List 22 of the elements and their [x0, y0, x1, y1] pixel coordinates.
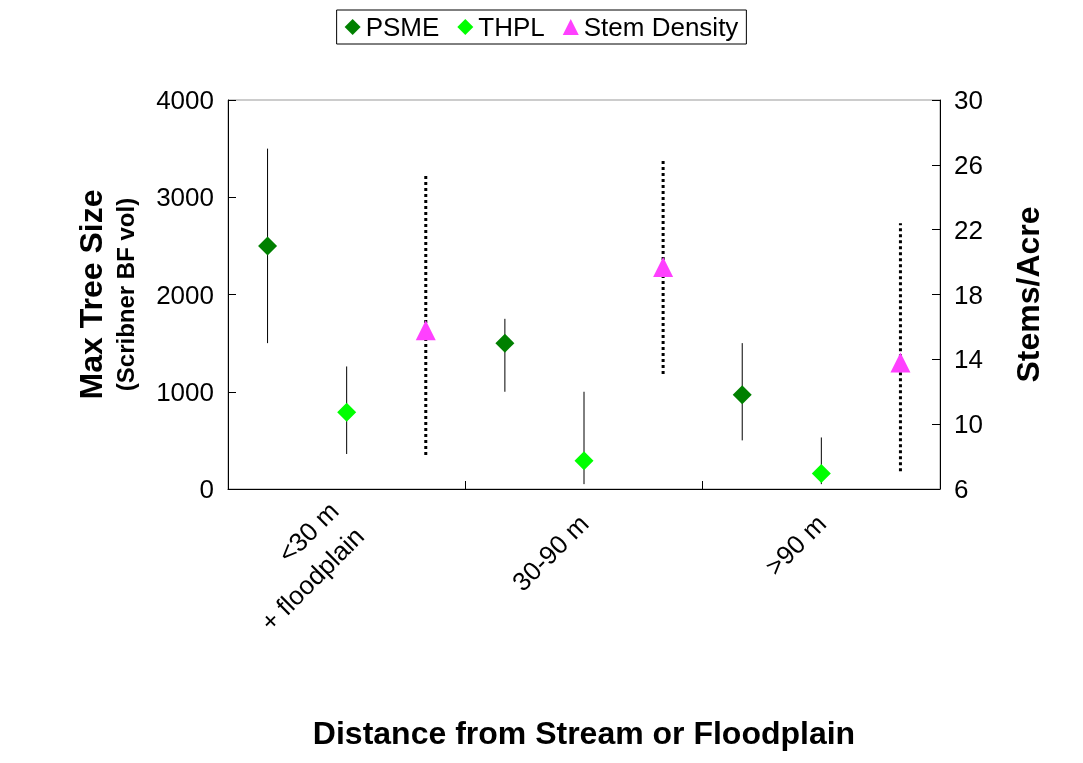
- x-tick-label: >90 m: [759, 508, 832, 582]
- y2-tick-label: 10: [954, 409, 983, 440]
- legend-label: PSME: [365, 12, 440, 42]
- y-tick-label: 4000: [156, 85, 214, 115]
- y-tick-label: 0: [199, 474, 214, 504]
- point: [653, 256, 674, 277]
- y2-axis-title: Stems/Acre: [1010, 206, 1046, 383]
- y-axis-title: Max Tree Size (Scribner BF vol): [73, 189, 139, 400]
- y2-tick-label: 14: [954, 344, 983, 375]
- x-axis-title: Distance from Stream or Floodplain: [312, 715, 856, 751]
- y-tick-label: 2000: [156, 279, 214, 310]
- y2-tick-label: 22: [954, 214, 983, 245]
- y-tick-label: 1000: [156, 376, 214, 407]
- legend-label: Stem Density: [583, 12, 739, 42]
- y2-tick-label: 30: [954, 85, 983, 115]
- y2-tick-label: 18: [954, 279, 983, 310]
- y2-tick-label: 6: [954, 474, 969, 504]
- legend-label: THPL: [478, 12, 545, 42]
- y-tick-label: 3000: [156, 182, 214, 213]
- point: [890, 352, 911, 373]
- y2-tick-label: 26: [954, 149, 983, 180]
- point: [415, 320, 436, 341]
